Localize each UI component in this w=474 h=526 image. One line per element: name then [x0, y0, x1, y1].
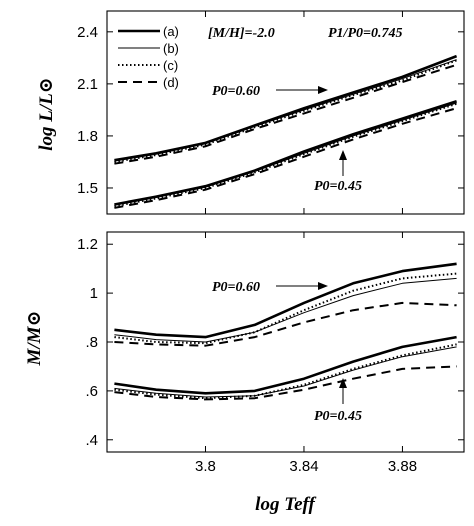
y-tick-label: 1.2 [77, 236, 98, 253]
series-line-c-0060 [114, 272, 457, 345]
period-ratio-annotation: P1/P0=0.745 [328, 26, 402, 41]
series-line-c-0045 [114, 102, 457, 208]
series-line-a-0060 [114, 262, 457, 339]
series-line-a-0045 [114, 99, 457, 206]
legend-label-c: (c) [163, 58, 178, 73]
mass-series [114, 262, 457, 401]
series-line-d-0060 [114, 301, 457, 347]
series-line-b-0060 [114, 59, 457, 162]
y-tick-label: 1.5 [77, 180, 98, 197]
y-tick-label: .8 [85, 334, 98, 351]
luminosity-y-ticks: 1.5 1.8 2.1 2.4 [77, 24, 464, 197]
luminosity-y-axis-label: log L/L⊙ [36, 77, 57, 150]
x-tick-label: 3.84 [289, 458, 318, 475]
luminosity-series [114, 54, 458, 209]
series-line-d-0045 [114, 365, 457, 401]
bottom-p0-high-label: P0=0.60 [212, 280, 260, 295]
y-tick-label: 2.4 [77, 24, 98, 41]
y-tick-label: .4 [85, 432, 98, 449]
y-tick-label: .6 [85, 383, 98, 400]
luminosity-panel: 1.5 1.8 2.1 2.4 log L/L⊙ (a) (b) (c) (d) [M… [36, 10, 465, 215]
luminosity-plot-frame [106, 10, 465, 215]
top-p0-low-label: P0=0.45 [314, 179, 362, 194]
x-tick-label: 3.8 [195, 458, 216, 475]
x-axis-label: log Teff [255, 494, 316, 515]
mass-panel: .4 .6 .8 1 1.2 3.8 3.84 3.88 M/M⊙ log Teff P0=… [24, 231, 465, 515]
luminosity-x-ticks [204, 11, 403, 214]
legend-label-d: (d) [163, 75, 179, 90]
bottom-p0-low-label: P0=0.45 [314, 409, 362, 424]
mass-plot-frame [106, 231, 465, 453]
y-tick-label: 2.1 [77, 76, 98, 93]
y-tick-label: 1.8 [77, 128, 98, 145]
legend-label-a: (a) [163, 24, 179, 39]
mass-y-axis-label: M/M⊙ [24, 311, 45, 367]
legend-label-b: (b) [163, 41, 179, 56]
metallicity-annotation: [M/H]=-2.0 [208, 26, 275, 41]
series-line-a-0060 [114, 54, 458, 162]
series-line-d-0060 [114, 63, 457, 165]
mass-x-ticks: 3.8 3.84 3.88 [195, 232, 417, 475]
y-tick-label: 1 [90, 285, 98, 302]
top-p0-high-arrow [276, 86, 328, 94]
legend: (a) (b) (c) (d) [118, 24, 179, 90]
series-line-d-0045 [114, 107, 457, 209]
series-line-a-0045 [114, 335, 457, 395]
bottom-p0-low-arrow [339, 378, 347, 404]
x-tick-label: 3.88 [388, 458, 417, 475]
bottom-p0-high-arrow [276, 282, 328, 290]
top-p0-low-arrow [339, 150, 347, 176]
series-line-b-0045 [114, 346, 457, 398]
top-p0-high-label: P0=0.60 [212, 84, 260, 99]
series-line-b-0060 [114, 277, 457, 343]
mass-y-ticks: .4 .6 .8 1 1.2 [77, 236, 464, 449]
